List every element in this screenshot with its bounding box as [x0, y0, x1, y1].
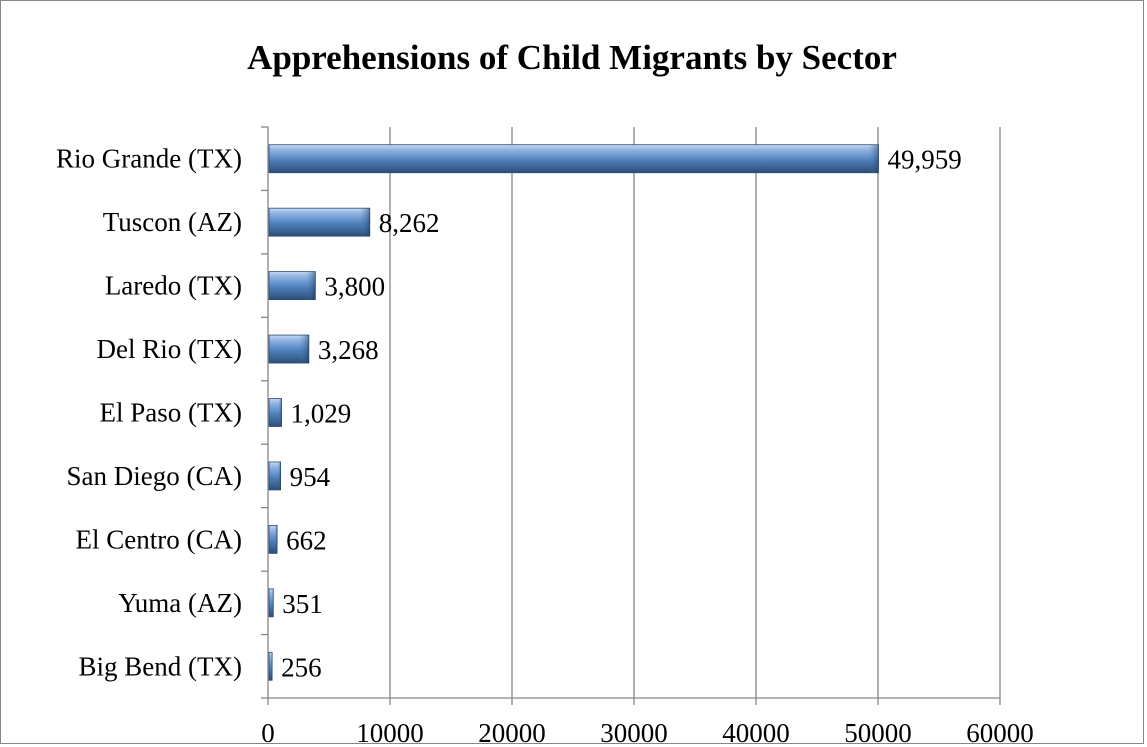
bar-end-shade — [868, 144, 879, 173]
category-label: Tuscon (AZ) — [103, 207, 242, 237]
data-label: 351 — [282, 589, 323, 619]
bar — [268, 588, 274, 618]
bar — [268, 271, 316, 301]
bar — [268, 144, 879, 174]
x-tick-label: 20000 — [478, 718, 546, 747]
data-label: 662 — [286, 525, 327, 555]
data-label: 1,029 — [291, 399, 352, 429]
bar-end-shade — [278, 398, 282, 427]
category-label: El Paso (TX) — [100, 398, 242, 428]
category-label: El Centro (CA) — [76, 524, 242, 554]
category-label: Yuma (AZ) — [118, 588, 242, 618]
x-tick-label: 60000 — [966, 718, 1034, 747]
x-tick-label: 30000 — [600, 718, 668, 747]
bar-end-shade — [275, 525, 278, 554]
x-tick-label: 40000 — [722, 718, 790, 747]
bar-end-shade — [359, 208, 370, 237]
chart-title: Apprehensions of Child Migrants by Secto… — [247, 38, 897, 77]
bar-end-shade — [305, 271, 316, 300]
data-label: 3,268 — [318, 335, 379, 365]
bar-end-shade — [277, 461, 281, 490]
x-tick-label: 10000 — [356, 718, 424, 747]
bar-body — [268, 207, 371, 237]
category-label: San Diego (CA) — [67, 461, 242, 491]
data-label: 8,262 — [379, 208, 440, 238]
bar — [268, 207, 371, 237]
bar — [268, 461, 282, 491]
data-label: 49,959 — [887, 145, 961, 175]
axes — [261, 126, 1001, 705]
grid-lines — [389, 127, 1001, 698]
labels: 0 10000 20000 30000 40000 50000 60000 Rio Grand… — [56, 144, 1034, 747]
data-label: 954 — [290, 462, 331, 492]
x-tick-label: 0 — [261, 718, 275, 747]
category-label: Big Bend (TX) — [79, 651, 242, 681]
bar-end-shade — [272, 588, 274, 617]
bar — [268, 334, 310, 364]
bar — [268, 524, 278, 554]
data-label: 256 — [281, 652, 322, 682]
category-label: Rio Grande (TX) — [56, 144, 242, 174]
bars — [268, 144, 879, 681]
bar — [268, 651, 273, 681]
x-tick-label: 50000 — [844, 718, 912, 747]
data-label: 3,800 — [324, 272, 385, 302]
category-label: Del Rio (TX) — [97, 334, 242, 364]
bar — [268, 398, 282, 427]
category-label: Laredo (TX) — [105, 271, 242, 301]
bar-end-shade — [298, 335, 309, 364]
bar-body — [268, 144, 879, 174]
bar-end-shade — [271, 652, 273, 681]
